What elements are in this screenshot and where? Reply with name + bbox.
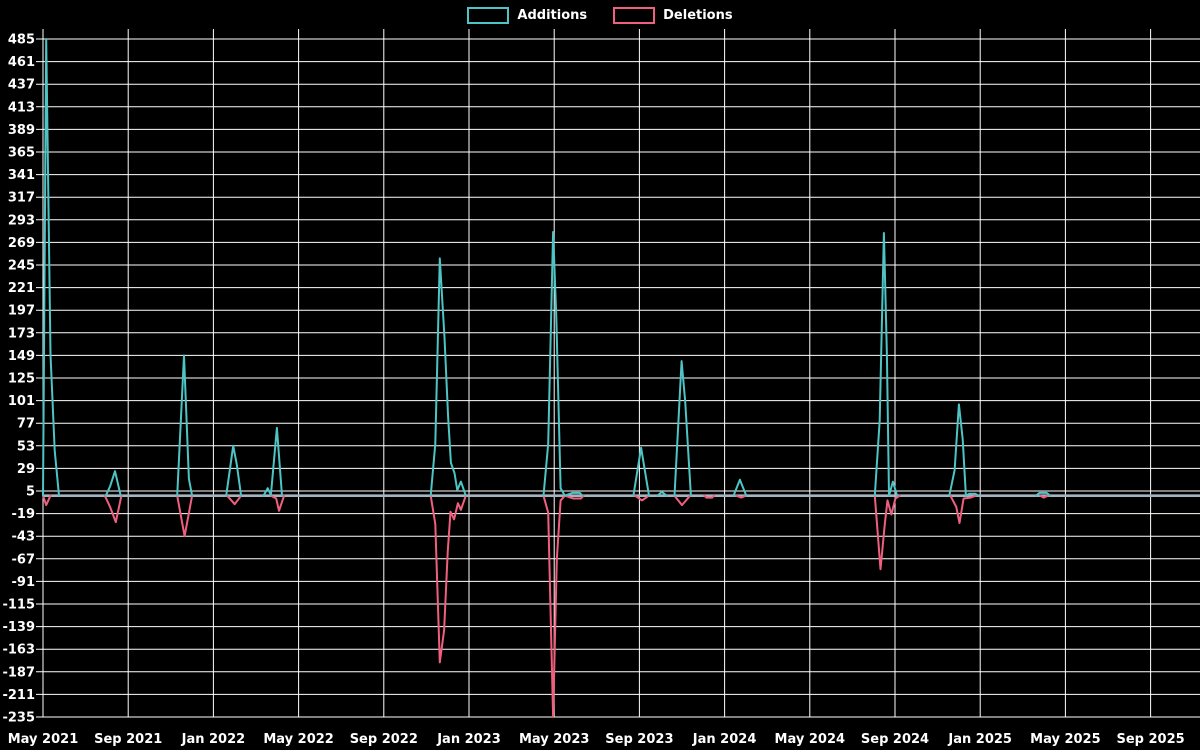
svg-text:125: 125 — [8, 372, 35, 387]
svg-text:365: 365 — [8, 146, 35, 161]
svg-text:77: 77 — [17, 417, 35, 432]
svg-text:341: 341 — [8, 168, 35, 183]
deletions-swatch-icon — [613, 7, 656, 24]
svg-text:-91: -91 — [12, 575, 36, 590]
svg-text:-235: -235 — [2, 711, 35, 726]
svg-text:485: 485 — [8, 33, 35, 48]
svg-text:Sep 2024: Sep 2024 — [861, 732, 929, 747]
additions-swatch-icon — [467, 7, 510, 24]
svg-text:-67: -67 — [12, 552, 36, 567]
svg-text:101: 101 — [8, 394, 35, 409]
svg-text:May 2022: May 2022 — [263, 732, 334, 747]
svg-text:May 2025: May 2025 — [1030, 732, 1101, 747]
svg-text:Jan 2022: Jan 2022 — [181, 732, 246, 747]
svg-text:245: 245 — [8, 259, 35, 274]
series-deletions — [43, 496, 1200, 717]
svg-text:Jan 2023: Jan 2023 — [436, 732, 501, 747]
svg-text:173: 173 — [8, 326, 35, 341]
legend-item-additions[interactable]: Additions — [467, 7, 587, 24]
legend-label-deletions: Deletions — [663, 8, 733, 23]
svg-text:461: 461 — [8, 55, 35, 70]
x-axis-labels: May 2021 Sep 2021 Jan 2022 May 2022 Sep 2022… — [8, 732, 1185, 747]
y-axis-labels: 485 461 437 413 389 365 341 317 293 269 245 221 197 1… — [2, 33, 35, 726]
svg-text:Jan 2024: Jan 2024 — [692, 732, 757, 747]
svg-text:-115: -115 — [2, 598, 35, 613]
svg-text:Sep 2023: Sep 2023 — [605, 732, 673, 747]
svg-text:-163: -163 — [2, 643, 35, 658]
legend-label-additions: Additions — [517, 8, 588, 23]
svg-text:437: 437 — [8, 78, 35, 93]
svg-text:-43: -43 — [12, 530, 36, 545]
chart-legend: Additions Deletions — [0, 7, 1200, 24]
svg-text:293: 293 — [8, 213, 35, 228]
svg-text:May 2023: May 2023 — [519, 732, 590, 747]
svg-text:Sep 2021: Sep 2021 — [94, 732, 162, 747]
svg-text:317: 317 — [8, 191, 35, 206]
svg-text:-19: -19 — [12, 507, 36, 522]
svg-text:May 2024: May 2024 — [775, 732, 846, 747]
svg-text:-211: -211 — [2, 688, 35, 703]
svg-text:-187: -187 — [2, 665, 35, 680]
svg-text:389: 389 — [8, 123, 35, 138]
svg-text:29: 29 — [17, 462, 35, 477]
svg-text:413: 413 — [8, 100, 35, 115]
svg-text:53: 53 — [17, 439, 35, 454]
svg-text:197: 197 — [8, 304, 35, 319]
svg-text:May 2021: May 2021 — [8, 732, 79, 747]
svg-text:Sep 2022: Sep 2022 — [350, 732, 418, 747]
gridlines — [36, 29, 1200, 718]
legend-item-deletions[interactable]: Deletions — [613, 7, 733, 24]
svg-text:221: 221 — [8, 281, 35, 296]
svg-text:Sep 2025: Sep 2025 — [1116, 732, 1184, 747]
svg-text:Jan 2025: Jan 2025 — [947, 732, 1012, 747]
svg-text:5: 5 — [26, 485, 35, 500]
svg-text:-139: -139 — [2, 620, 35, 635]
svg-text:269: 269 — [8, 236, 35, 251]
svg-text:149: 149 — [8, 349, 35, 364]
series-additions — [43, 39, 1200, 496]
